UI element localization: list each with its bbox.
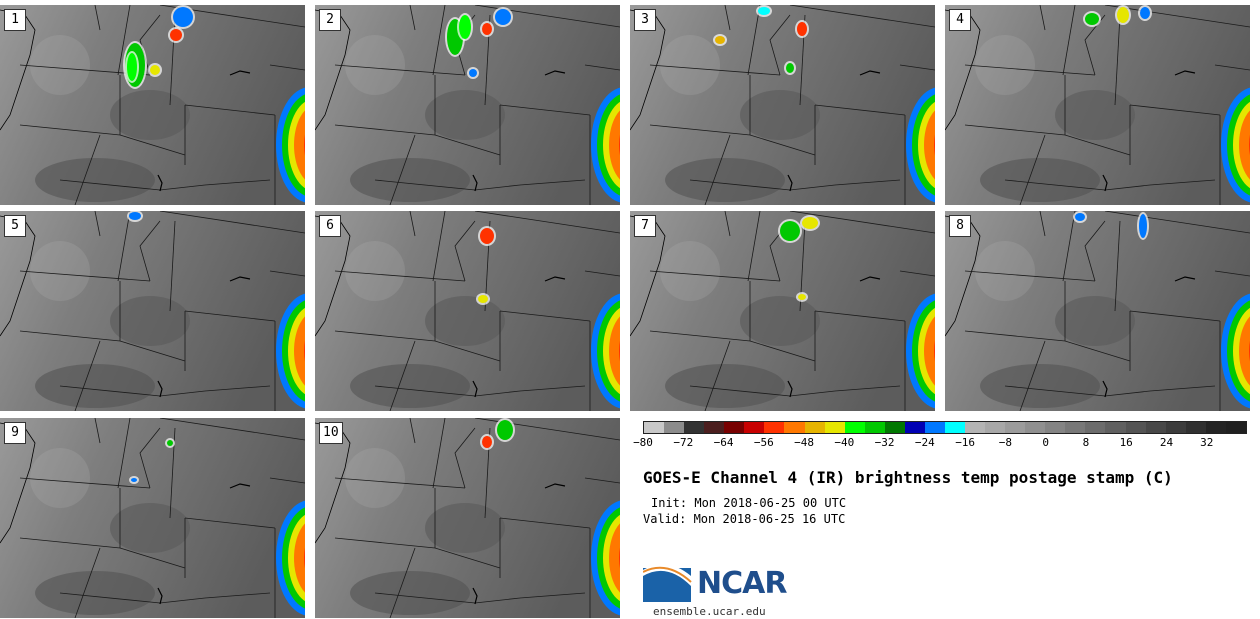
colorbar-tick-label: −40 xyxy=(834,436,855,449)
colorbar-cell xyxy=(664,422,685,433)
colorbar-tick-label: 0 xyxy=(1042,436,1049,449)
colorbar-cell xyxy=(1065,422,1086,433)
colorbar-tick-label: 8 xyxy=(1082,436,1090,449)
colorbar-cell xyxy=(1025,422,1046,433)
logo-url: ensemble.ucar.edu xyxy=(653,605,766,618)
map-image xyxy=(945,5,1250,205)
colorbar-cell xyxy=(924,422,945,433)
colorbar-tick-label: 32 xyxy=(1200,436,1214,449)
colorbar-cell xyxy=(1125,422,1146,433)
colorbar-cell xyxy=(1225,422,1246,433)
map-image xyxy=(945,211,1250,411)
map-panel-5: 5 xyxy=(0,211,305,411)
colorbar-tick-label: −32 xyxy=(874,436,895,449)
panel-number: 3 xyxy=(634,9,656,31)
colorbar-ticks: −80 −72 −64 −56 −48 −40 −32 −24 −16 −8 0 8 16 24 32 xyxy=(633,436,1247,456)
panel-number: 6 xyxy=(319,215,341,237)
colorbar-tick-label: 16 xyxy=(1119,436,1133,449)
colorbar-cell xyxy=(644,422,665,433)
map-image xyxy=(315,418,620,618)
map-panel-8: 8 xyxy=(945,211,1250,411)
map-panel-6: 6 xyxy=(315,211,620,411)
colorbar-tick-label: 24 xyxy=(1159,436,1174,449)
panel-number: 9 xyxy=(4,422,26,444)
valid-time: Valid: Mon 2018-06-25 16 UTC xyxy=(643,512,846,526)
map-image xyxy=(315,211,620,411)
ncar-logo-icon xyxy=(643,564,692,602)
map-image xyxy=(630,5,935,205)
colorbar-cell xyxy=(1165,422,1186,433)
colorbar-cell xyxy=(704,422,725,433)
colorbar-cell xyxy=(884,422,905,433)
colorbar-tick-label: −8 xyxy=(998,436,1013,449)
colorbar-cell xyxy=(1105,422,1126,433)
colorbar-cell xyxy=(784,422,805,433)
colorbar-tick-label: −48 xyxy=(794,436,814,449)
colorbar-cell xyxy=(864,422,885,433)
map-image xyxy=(0,211,305,411)
map-panel-9: 9 xyxy=(0,418,305,618)
init-time: Init: Mon 2018-06-25 00 UTC xyxy=(651,496,847,510)
map-panel-10: 10 xyxy=(315,418,620,618)
panel-number: 1 xyxy=(4,9,26,31)
colorbar-cell xyxy=(804,422,825,433)
colorbar-cell xyxy=(724,422,745,433)
colorbar-cell xyxy=(904,422,925,433)
colorbar-cell xyxy=(1005,422,1026,433)
colorbar-cell xyxy=(985,422,1006,433)
colorbar-tick-label: −80 xyxy=(633,436,653,449)
map-image xyxy=(630,211,935,411)
colorbar-cell xyxy=(1145,422,1166,433)
figure-title: GOES-E Channel 4 (IR) brightness temp po… xyxy=(643,468,1173,487)
colorbar-cell xyxy=(844,422,865,433)
colorbar-tick-label: −64 xyxy=(713,436,734,449)
colorbar-tick-label: −24 xyxy=(914,436,935,449)
panel-number: 5 xyxy=(4,215,26,237)
colorbar-cell xyxy=(684,422,705,433)
panel-number: 7 xyxy=(634,215,656,237)
panel-number: 4 xyxy=(949,9,971,31)
colorbar-cell xyxy=(944,422,965,433)
map-image xyxy=(0,5,305,205)
map-panel-7: 7 xyxy=(630,211,935,411)
logo-wordmark: NCAR xyxy=(697,566,787,601)
colorbar-tick-label: −72 xyxy=(673,436,694,449)
map-panel-1: 1 xyxy=(0,5,305,205)
panel-number: 10 xyxy=(319,422,343,444)
map-panel-4: 4 xyxy=(945,5,1250,205)
colorbar-cell xyxy=(965,422,986,433)
colorbar-cell xyxy=(1205,422,1226,433)
colorbar-cell xyxy=(764,422,785,433)
map-panel-3: 3 xyxy=(630,5,935,205)
colorbar-cell xyxy=(824,422,845,433)
colorbar-tick-label: −56 xyxy=(753,436,774,449)
colorbar-tick-label: −16 xyxy=(955,436,976,449)
panel-number: 2 xyxy=(319,9,341,31)
colorbar-cell xyxy=(1185,422,1206,433)
map-image xyxy=(315,5,620,205)
colorbar-cell xyxy=(1085,422,1106,433)
colorbar-cell xyxy=(1045,422,1066,433)
map-panel-2: 2 xyxy=(315,5,620,205)
colorbar xyxy=(643,421,1247,434)
panel-number: 8 xyxy=(949,215,971,237)
map-image xyxy=(0,418,305,618)
colorbar-cell xyxy=(744,422,765,433)
